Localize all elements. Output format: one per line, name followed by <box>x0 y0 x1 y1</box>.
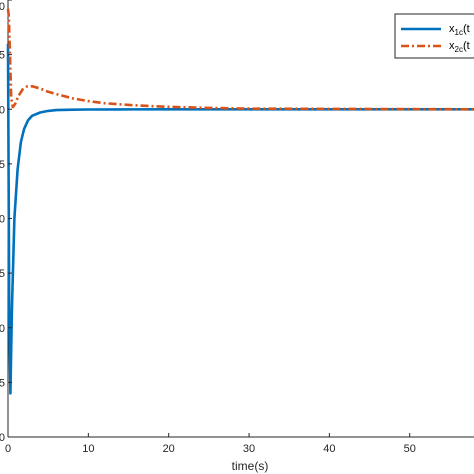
y-tick-label: 0 <box>0 104 5 116</box>
x-tick-label: 20 <box>163 443 175 455</box>
y-tick-label: 0 <box>0 1 5 13</box>
x-axis-label: time(s) <box>232 459 269 473</box>
y-axis: 0 5 0 5 0 5 0 5 0 <box>0 0 12 444</box>
y-tick-label: 5 <box>0 268 5 280</box>
series-layer <box>6 8 474 395</box>
legend-box <box>394 13 474 59</box>
x-tick-label: 50 <box>404 443 416 455</box>
x-tick-label: 40 <box>323 443 335 455</box>
y-tick-label: 5 <box>0 50 5 62</box>
y-tick-label: 5 <box>0 377 5 389</box>
legend-label-1: x1c(t <box>449 23 470 37</box>
legend-label-2: x2c(t <box>449 40 470 54</box>
series-line-2 <box>6 8 474 111</box>
legend: x1c(t x2c(t <box>394 13 474 59</box>
y-tick-label: 5 <box>0 159 5 171</box>
y-tick-label: 0 <box>0 214 5 226</box>
x-tick-label: 0 <box>5 443 11 455</box>
y-tick-label: 0 <box>0 432 5 444</box>
x-tick-label: 10 <box>82 443 94 455</box>
x-tick-label: 30 <box>243 443 255 455</box>
y-tick-label: 0 <box>0 323 5 335</box>
x-axis: 0 10 20 30 40 50 <box>5 433 416 455</box>
